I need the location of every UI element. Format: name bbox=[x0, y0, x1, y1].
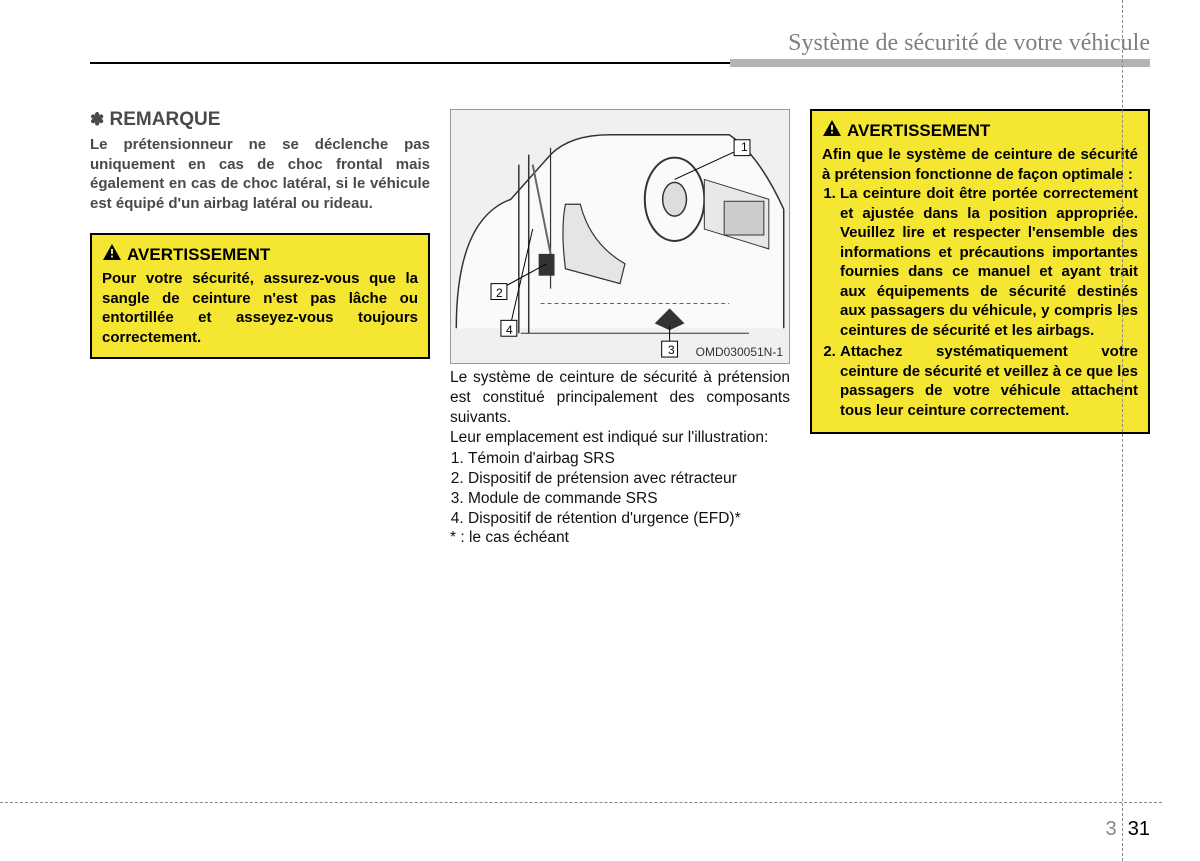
warning-title-1: AVERTISSEMENT bbox=[102, 243, 418, 266]
diagram-figure: 1 2 3 4 OMD030051N-1 bbox=[450, 109, 790, 364]
callout-2: 2 bbox=[496, 286, 503, 300]
star-icon: ✽ bbox=[90, 110, 104, 129]
component-item-2: Dispositif de prétension avec rétracteur bbox=[468, 469, 790, 489]
warning-label-1: AVERTISSEMENT bbox=[127, 245, 270, 265]
column-3: AVERTISSEMENT Afin que le système de cei… bbox=[810, 109, 1150, 547]
figure-code: OMD030051N-1 bbox=[696, 345, 783, 359]
page-content: Système de sécurité de votre véhicule ✽ … bbox=[0, 0, 1200, 577]
remark-label: REMARQUE bbox=[110, 109, 221, 130]
callout-4: 4 bbox=[506, 323, 513, 337]
callout-3: 3 bbox=[668, 343, 675, 357]
crop-mark-bottom bbox=[0, 802, 1162, 803]
component-list: Témoin d'airbag SRS Dispositif de préten… bbox=[450, 449, 790, 530]
component-item-1: Témoin d'airbag SRS bbox=[468, 449, 790, 469]
warning-icon bbox=[102, 243, 122, 266]
vehicle-diagram-svg bbox=[451, 110, 789, 363]
warning-box-1: AVERTISSEMENT Pour votre sécurité, assur… bbox=[90, 233, 430, 359]
warning-label-2: AVERTISSEMENT bbox=[847, 121, 990, 141]
warning-icon bbox=[822, 119, 842, 142]
chapter-number: 3 bbox=[1106, 818, 1117, 840]
crop-mark-right bbox=[1122, 0, 1123, 861]
warning-item-1: La ceinture doit être portée correctemen… bbox=[840, 184, 1138, 340]
col2-text2: Leur emplacement est indiqué sur l'illus… bbox=[450, 428, 790, 448]
component-item-3: Module de commande SRS bbox=[468, 489, 790, 509]
remark-text: Le prétensionneur ne se déclenche pas un… bbox=[90, 135, 430, 213]
remark-heading: ✽ REMARQUE bbox=[90, 109, 430, 131]
col2-text1: Le système de ceinture de sécurité à pré… bbox=[450, 368, 790, 428]
page-title: Système de sécurité de votre véhicule bbox=[90, 30, 1150, 57]
warning-item-2: Attachez systématiquement votre ceinture… bbox=[840, 342, 1138, 420]
warning-list-2: La ceinture doit être portée correctemen… bbox=[822, 184, 1138, 420]
content-columns: ✽ REMARQUE Le prétensionneur ne se décle… bbox=[90, 109, 1150, 547]
warning-intro-2: Afin que le système de ceinture de sécur… bbox=[822, 145, 1138, 184]
column-2: 1 2 3 4 OMD030051N-1 Le système de ceint… bbox=[450, 109, 790, 547]
component-item-4: Dispositif de rétention d'urgence (EFD)* bbox=[468, 509, 790, 529]
footnote: * : le cas échéant bbox=[450, 529, 790, 547]
warning-text-1: Pour votre sécurité, assurez-vous que la… bbox=[102, 269, 418, 347]
page-num: 31 bbox=[1128, 818, 1150, 840]
callout-1: 1 bbox=[741, 140, 748, 154]
warning-title-2: AVERTISSEMENT bbox=[822, 119, 1138, 142]
header-rule bbox=[90, 62, 1150, 64]
header: Système de sécurité de votre véhicule bbox=[90, 30, 1150, 57]
page-number: 3 31 bbox=[1106, 818, 1151, 841]
warning-box-2: AVERTISSEMENT Afin que le système de cei… bbox=[810, 109, 1150, 434]
column-1: ✽ REMARQUE Le prétensionneur ne se décle… bbox=[90, 109, 430, 547]
